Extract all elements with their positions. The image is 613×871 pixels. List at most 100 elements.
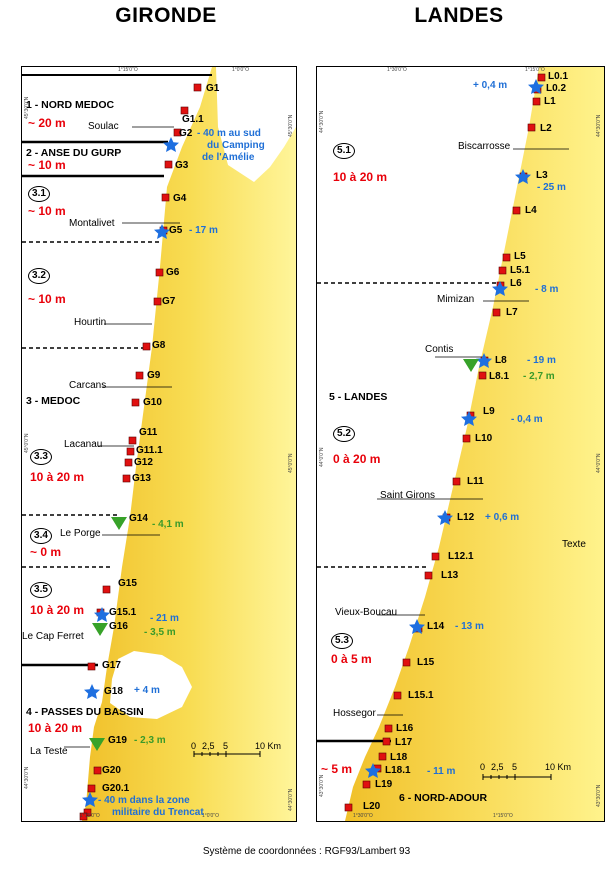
annotation-l9: - 0,4 m (511, 414, 543, 425)
site-label-l19: L19 (375, 779, 393, 790)
landes-grat-top-2: 1°15'0"O (525, 67, 545, 73)
site-marker-g1 (193, 83, 202, 92)
site-label-g11: G11 (139, 427, 158, 438)
site-label-l9: L9 (483, 406, 495, 417)
landes-grat-right-2: 44°0'0"N (596, 453, 602, 473)
landes-scale-bar (482, 774, 552, 780)
subzone-badge-3-1: 3.1 (28, 186, 50, 202)
gironde-scale-bar (193, 751, 261, 757)
landes-scale-10: 10 Km (545, 762, 572, 772)
site-label-l10: L10 (475, 433, 493, 444)
zone-label-passes-du-bassin: 4 - PASSES DU BASSIN (26, 706, 144, 718)
erosion-subzone-5-1: 10 à 20 m (333, 170, 388, 184)
landes-grat-left-2: 44°0'0"N (319, 447, 325, 467)
erosion-subzone-3-5: 10 à 20 m (30, 603, 85, 617)
site-label-l6: L6 (510, 278, 522, 289)
erosion-zone-4: 10 à 20 m (28, 721, 83, 735)
landes-grat-right-1: 44°30'0"N (596, 114, 602, 137)
site-label-g9: G9 (147, 370, 161, 381)
gironde-map-svg (22, 67, 296, 821)
annotation-g16: - 3,5 m (144, 627, 176, 638)
star-g2 (163, 137, 179, 152)
erosion-subzone-3-3: 10 à 20 m (30, 470, 85, 484)
site-label-g5: G5 (169, 225, 183, 236)
site-marker-l10 (462, 434, 471, 443)
gironde-site-markers (79, 83, 202, 821)
landes-land (345, 67, 604, 821)
site-marker-l7 (492, 308, 501, 317)
town-lacanau: Lacanau (64, 439, 103, 450)
annotation-l3: - 25 m (537, 182, 566, 193)
site-label-g11-1: G11.1 (136, 445, 163, 456)
site-label-l0-1: L0.1 (548, 71, 569, 82)
texte-label: Texte (562, 539, 586, 550)
erosion-subzone-5-3: 0 à 5 m (331, 652, 372, 666)
annotation-l14: - 13 m (455, 621, 484, 632)
site-marker-g9 (135, 371, 144, 380)
annotation-g14: - 4,1 m (152, 519, 184, 530)
erosion-subzone-3-2: ~ 10 m (28, 292, 66, 306)
site-marker-g11-1 (126, 447, 135, 456)
star-l18-1 (365, 763, 381, 778)
site-marker-l2 (527, 123, 536, 132)
gironde-grat-left-2: 45°0'0"N (24, 433, 30, 453)
subzone-badge-5-3: 5.3 (331, 633, 353, 649)
town-hossegor: Hossegor (333, 708, 376, 719)
site-label-g13: G13 (132, 473, 151, 484)
star-g5 (154, 224, 170, 239)
gironde-stars (82, 137, 179, 807)
site-marker-g20 (93, 766, 102, 775)
site-label-l5: L5 (514, 251, 526, 262)
site-label-l20: L20 (363, 801, 381, 812)
star-l14 (409, 619, 425, 634)
gironde-grat-right-1: 45°30'0"N (288, 114, 294, 137)
site-label-g20-1: G20.1 (102, 783, 130, 794)
gironde-map-panel: 1°15'0"O 1°0'0"O 1°15'0"O 1°0'0"O 45°30'… (21, 66, 297, 822)
site-label-l4: L4 (525, 205, 537, 216)
site-label-l7: L7 (506, 307, 518, 318)
town-saint-girons: Saint Girons (380, 490, 436, 501)
town-montalivet: Montalivet (69, 218, 115, 229)
landes-map-panel: 1°30'0"O 1°15'0"O 1°30'0"O 1°15'0"O 44°3… (316, 66, 605, 822)
arcachon-basin (110, 651, 192, 719)
gironde-scale-10: 10 Km (255, 741, 282, 751)
annotation-g20-1-line1: - 40 m dans la zone (98, 795, 190, 806)
site-marker-g15 (102, 585, 111, 594)
site-label-g4: G4 (173, 193, 187, 204)
zone-label-medoc: 3 - MEDOC (26, 395, 81, 407)
gironde-triangles (89, 517, 127, 751)
site-label-g12: G12 (134, 457, 153, 468)
gironde-title: GIRONDE (115, 4, 217, 27)
site-label-l2: L2 (540, 123, 552, 134)
star-g20-1 (82, 792, 98, 807)
landes-grat-bottom-2: 1°15'0"O (493, 813, 513, 819)
site-marker-g3 (164, 160, 173, 169)
star-l6 (492, 281, 508, 296)
site-marker-g-end-1 (83, 808, 92, 817)
star-l8 (476, 353, 492, 368)
annotation-g5: - 17 m (189, 225, 218, 236)
site-label-l15-1: L15.1 (408, 690, 434, 701)
town-le-cap-ferret: Le Cap Ferret (22, 631, 84, 642)
gironde-grat-left-3: 44°30'0"N (24, 766, 30, 789)
site-label-g1-1: G1.1 (182, 114, 204, 125)
site-marker-g10 (131, 398, 140, 407)
site-label-l18-1: L18.1 (385, 765, 411, 776)
town-carcans: Carcans (69, 380, 107, 391)
site-label-l17: L17 (395, 737, 413, 748)
town-hourtin: Hourtin (74, 317, 107, 328)
landes-grat-right-3: 43°30'0"N (596, 784, 602, 807)
erosion-subzone-3-1: ~ 10 m (28, 204, 66, 218)
site-label-g17: G17 (102, 660, 121, 671)
star-l12 (437, 510, 453, 525)
triangle-g14 (111, 517, 127, 530)
zone-label-nord-adour: 6 - NORD-ADOUR (399, 792, 488, 804)
town-biscarrosse: Biscarrosse (458, 141, 511, 152)
landes-stars (365, 79, 544, 778)
subzone-badge-3-4: 3.4 (30, 528, 52, 544)
site-marker-l1 (532, 97, 541, 106)
site-marker-g4 (161, 193, 170, 202)
zone-label-landes: 5 - LANDES (329, 391, 388, 403)
town-soulac: Soulac (88, 121, 119, 132)
annotation-g18: + 4 m (134, 685, 160, 696)
